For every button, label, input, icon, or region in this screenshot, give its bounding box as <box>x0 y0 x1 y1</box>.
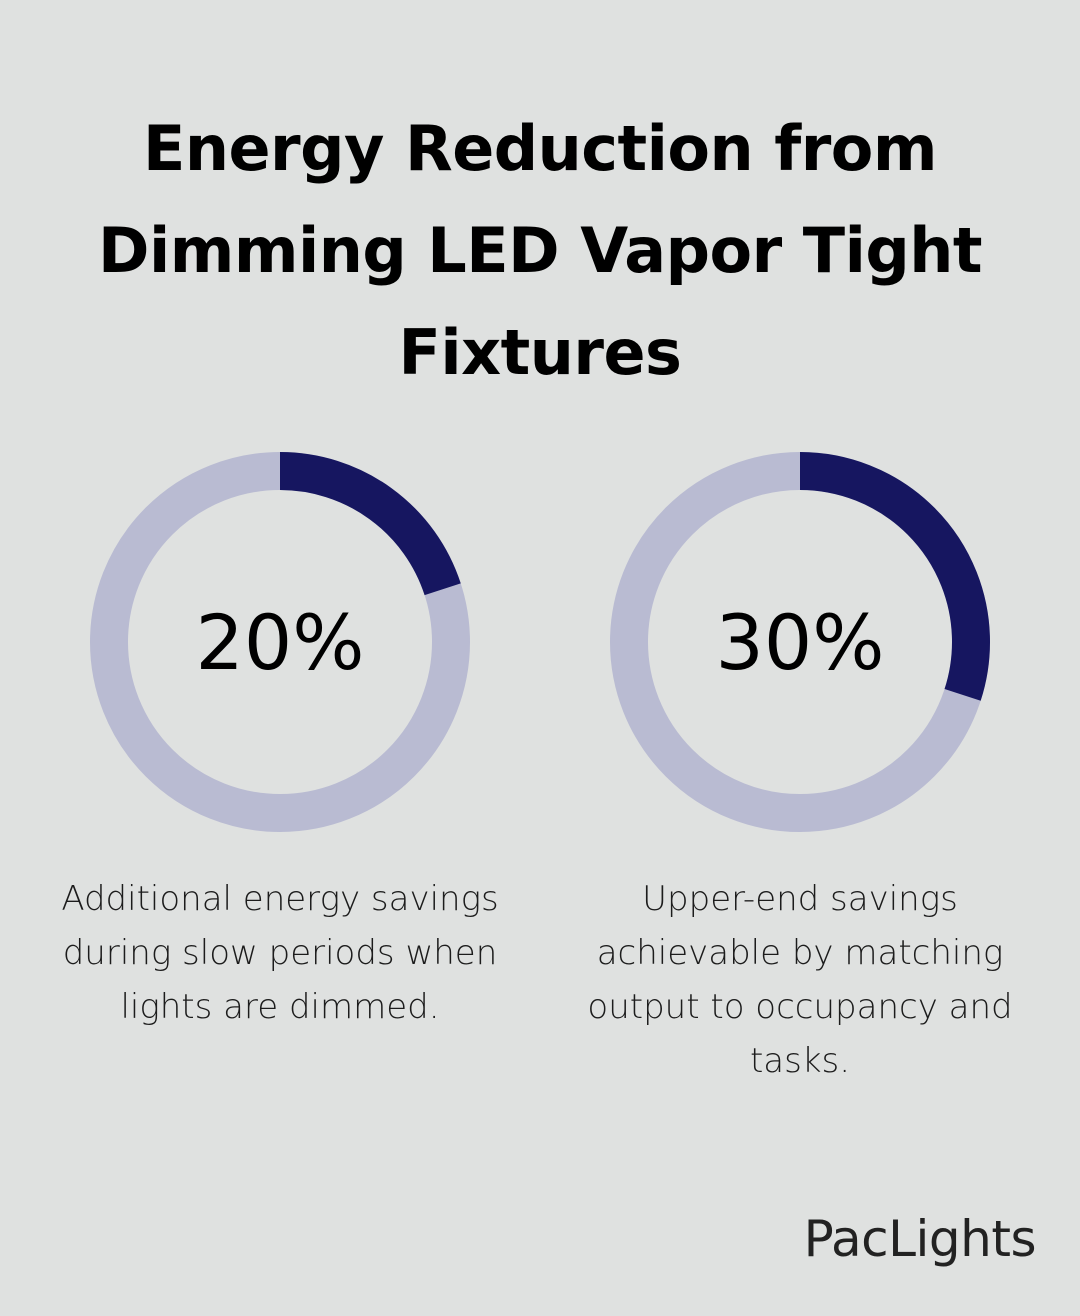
donut-value-label: 30% <box>716 598 885 687</box>
brand-logo: PacLights <box>803 1210 1037 1268</box>
stat-card: 20% Additional energy savings during slo… <box>40 452 520 1034</box>
donut-arc <box>90 452 470 832</box>
donut-chart: 20% <box>90 452 470 832</box>
stat-card: 30% Upper-end savings achievable by matc… <box>560 452 1040 1088</box>
stat-description: Additional energy savings during slow pe… <box>61 879 499 1027</box>
stat-description: Upper-end savings achievable by matching… <box>587 879 1013 1081</box>
donut-value-label: 20% <box>196 598 365 687</box>
donut-chart: 30% <box>610 452 990 832</box>
donut-arc <box>610 452 990 832</box>
page-title: Energy Reduction from Dimming LED Vapor … <box>98 112 982 389</box>
